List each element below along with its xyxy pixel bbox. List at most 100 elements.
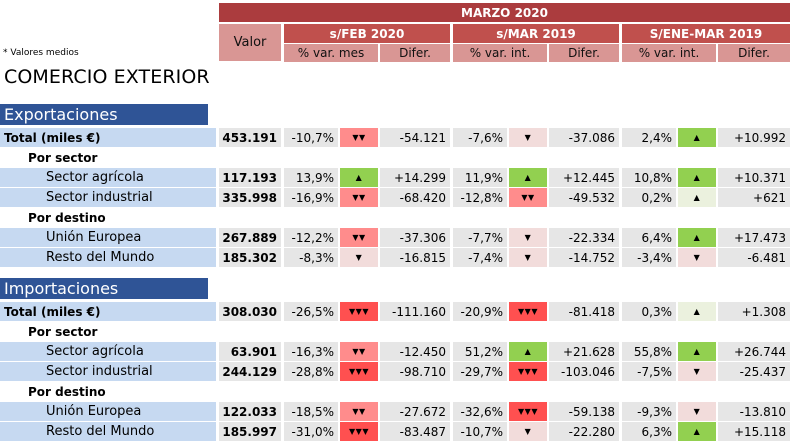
subheader-var-int-2: % var. int. xyxy=(622,44,716,62)
pct-var-int-mar2019-cell: -32,6% xyxy=(453,402,507,421)
row-label: Por destino xyxy=(28,384,106,399)
down-trend-icon: ▼▼ xyxy=(340,128,378,147)
row-label: Sector agrícola xyxy=(0,342,216,361)
valor-header: Valor xyxy=(219,24,281,61)
pct-var-int-enemar2019-cell: 0,2% xyxy=(622,188,676,207)
diff-var-int-mar2019-cell: -14.752 xyxy=(549,248,619,267)
row-label: Total (miles €) xyxy=(0,302,216,321)
diff-var-mes-cell: -16.815 xyxy=(380,248,450,267)
table-row: Total (miles €) 308.030 -26,5% ▼▼▼ -111.160-… xyxy=(0,302,790,321)
table-row: Resto del Mundo 185.302 -8,3% ▼ -16.815 -7,4%… xyxy=(0,248,790,267)
pct-var-int-mar2019-cell: -29,7% xyxy=(453,362,507,381)
down-trend-icon: ▼ xyxy=(509,248,547,267)
down-trend-icon: ▼ xyxy=(509,422,547,441)
up-trend-icon: ▲ xyxy=(678,128,716,147)
diff-var-mes-cell: -68.420 xyxy=(380,188,450,207)
down-trend-icon: ▼▼▼ xyxy=(340,362,378,381)
pct-var-int-mar2019-cell: -12,8% xyxy=(453,188,507,207)
section-title: Importaciones xyxy=(0,278,208,299)
diff-var-int-enemar2019-cell: +621 xyxy=(718,188,790,207)
diff-var-int-enemar2019-cell: -25.437 xyxy=(718,362,790,381)
pct-var-int-enemar2019-cell: 2,4% xyxy=(622,128,676,147)
diff-var-int-enemar2019-cell: +26.744 xyxy=(718,342,790,361)
diff-var-int-mar2019-cell: -37.086 xyxy=(549,128,619,147)
diff-var-int-enemar2019-cell: +17.473 xyxy=(718,228,790,247)
group-header-mar2019: s/MAR 2019 xyxy=(453,24,619,43)
down-trend-icon: ▼▼▼ xyxy=(509,362,547,381)
diff-var-int-mar2019-cell: +21.628 xyxy=(549,342,619,361)
pct-var-mes-cell: 13,9% xyxy=(284,168,338,187)
table-row: Total (miles €) 453.191 -10,7% ▼▼ -54.121 -7,… xyxy=(0,128,790,147)
pct-var-int-enemar2019-cell: -3,4% xyxy=(622,248,676,267)
diff-var-int-enemar2019-cell: +10.992 xyxy=(718,128,790,147)
row-label: Unión Europea xyxy=(0,228,216,247)
row-label: Por destino xyxy=(28,210,106,225)
down-trend-icon: ▼▼ xyxy=(509,188,547,207)
pct-var-int-mar2019-cell: 51,2% xyxy=(453,342,507,361)
diff-var-mes-cell: -37.306 xyxy=(380,228,450,247)
subheader-difer-1: Difer. xyxy=(380,44,450,62)
group-row: Por destino xyxy=(0,208,790,227)
value-cell: 308.030 xyxy=(219,302,281,321)
up-trend-icon: ▲ xyxy=(678,188,716,207)
value-cell: 117.193 xyxy=(219,168,281,187)
up-trend-icon: ▲ xyxy=(509,342,547,361)
diff-var-int-enemar2019-cell: +15.118 xyxy=(718,422,790,441)
group-row: Por sector xyxy=(0,148,790,167)
diff-var-int-enemar2019-cell: +10.371 xyxy=(718,168,790,187)
pct-var-int-enemar2019-cell: 10,8% xyxy=(622,168,676,187)
pct-var-mes-cell: -12,2% xyxy=(284,228,338,247)
row-label: Resto del Mundo xyxy=(0,248,216,267)
table-row: Resto del Mundo 185.997 -31,0% ▼▼▼ -83.487 -1… xyxy=(0,422,790,441)
group-header-enemar2019: S/ENE-MAR 2019 xyxy=(622,24,790,43)
up-trend-icon: ▲ xyxy=(678,342,716,361)
pct-var-mes-cell: -8,3% xyxy=(284,248,338,267)
diff-var-int-mar2019-cell: -103.046 xyxy=(549,362,619,381)
pct-var-mes-cell: -28,8% xyxy=(284,362,338,381)
pct-var-int-enemar2019-cell: 55,8% xyxy=(622,342,676,361)
pct-var-int-enemar2019-cell: 6,3% xyxy=(622,422,676,441)
pct-var-int-mar2019-cell: -20,9% xyxy=(453,302,507,321)
value-cell: 185.997 xyxy=(219,422,281,441)
diff-var-int-mar2019-cell: -59.138 xyxy=(549,402,619,421)
table-row: Sector agrícola 63.901 -16,3% ▼▼ -12.450 51,2… xyxy=(0,342,790,361)
pct-var-int-mar2019-cell: -7,7% xyxy=(453,228,507,247)
down-trend-icon: ▼▼▼ xyxy=(340,302,378,321)
value-cell: 63.901 xyxy=(219,342,281,361)
down-trend-icon: ▼▼ xyxy=(340,402,378,421)
value-cell: 122.033 xyxy=(219,402,281,421)
row-label: Por sector xyxy=(28,324,98,339)
down-trend-icon: ▼ xyxy=(340,248,378,267)
subheader-var-int-1: % var. int. xyxy=(453,44,547,62)
value-cell: 267.889 xyxy=(219,228,281,247)
pct-var-mes-cell: -18,5% xyxy=(284,402,338,421)
value-cell: 244.129 xyxy=(219,362,281,381)
down-trend-icon: ▼ xyxy=(678,248,716,267)
up-trend-icon: ▲ xyxy=(678,422,716,441)
pct-var-int-mar2019-cell: -10,7% xyxy=(453,422,507,441)
subheader-difer-3: Difer. xyxy=(718,44,790,62)
row-label: Unión Europea xyxy=(0,402,216,421)
pct-var-mes-cell: -31,0% xyxy=(284,422,338,441)
up-trend-icon: ▲ xyxy=(678,168,716,187)
subheader-difer-2: Difer. xyxy=(549,44,619,62)
value-cell: 453.191 xyxy=(219,128,281,147)
down-trend-icon: ▼▼ xyxy=(340,228,378,247)
diff-var-mes-cell: -54.121 xyxy=(380,128,450,147)
row-label: Por sector xyxy=(28,150,98,165)
diff-var-mes-cell: -111.160 xyxy=(380,302,450,321)
down-trend-icon: ▼ xyxy=(509,228,547,247)
diff-var-int-mar2019-cell: +12.445 xyxy=(549,168,619,187)
pct-var-int-enemar2019-cell: -9,3% xyxy=(622,402,676,421)
diff-var-int-mar2019-cell: -22.334 xyxy=(549,228,619,247)
pct-var-mes-cell: -26,5% xyxy=(284,302,338,321)
group-header-feb2020: s/FEB 2020 xyxy=(284,24,450,43)
footnote: * Valores medios xyxy=(3,48,79,58)
table-row: Sector industrial 244.129 -28,8% ▼▼▼ -98.710… xyxy=(0,362,790,381)
pct-var-int-mar2019-cell: -7,6% xyxy=(453,128,507,147)
row-label: Sector industrial xyxy=(0,188,216,207)
value-cell: 335.998 xyxy=(219,188,281,207)
row-label: Sector industrial xyxy=(0,362,216,381)
down-trend-icon: ▼ xyxy=(678,362,716,381)
diff-var-mes-cell: -27.672 xyxy=(380,402,450,421)
